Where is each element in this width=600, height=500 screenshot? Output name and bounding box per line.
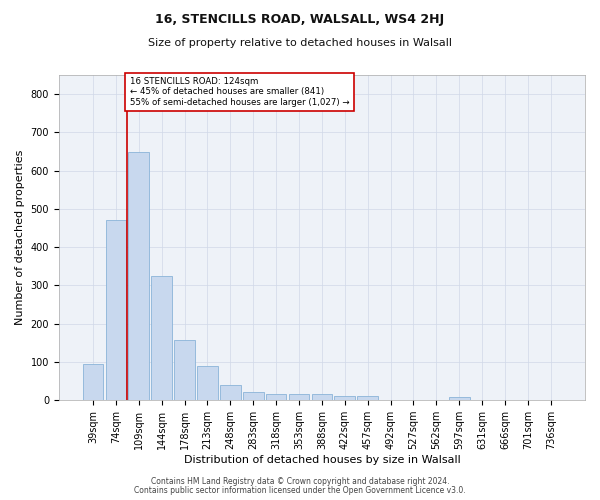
Bar (289, 394, 309, 400)
Text: Contains public sector information licensed under the Open Government Licence v3: Contains public sector information licen… (134, 486, 466, 495)
X-axis label: Distribution of detached houses by size in Walsall: Distribution of detached houses by size … (184, 455, 460, 465)
Bar (358, 396, 378, 400)
Bar (83, 364, 103, 400)
Bar (266, 394, 286, 400)
Bar (197, 366, 218, 400)
Bar (220, 385, 241, 400)
Bar (243, 392, 263, 400)
Bar (334, 396, 355, 400)
Bar (106, 220, 126, 400)
Y-axis label: Number of detached properties: Number of detached properties (15, 150, 25, 326)
Bar (174, 340, 195, 400)
Text: 16, STENCILLS ROAD, WALSALL, WS4 2HJ: 16, STENCILLS ROAD, WALSALL, WS4 2HJ (155, 12, 445, 26)
Bar (311, 394, 332, 400)
Text: 16 STENCILLS ROAD: 124sqm
← 45% of detached houses are smaller (841)
55% of semi: 16 STENCILLS ROAD: 124sqm ← 45% of detac… (130, 77, 349, 106)
Bar (151, 276, 172, 400)
Text: Contains HM Land Registry data © Crown copyright and database right 2024.: Contains HM Land Registry data © Crown c… (151, 477, 449, 486)
Text: Size of property relative to detached houses in Walsall: Size of property relative to detached ho… (148, 38, 452, 48)
Bar (449, 397, 470, 400)
Bar (128, 152, 149, 400)
